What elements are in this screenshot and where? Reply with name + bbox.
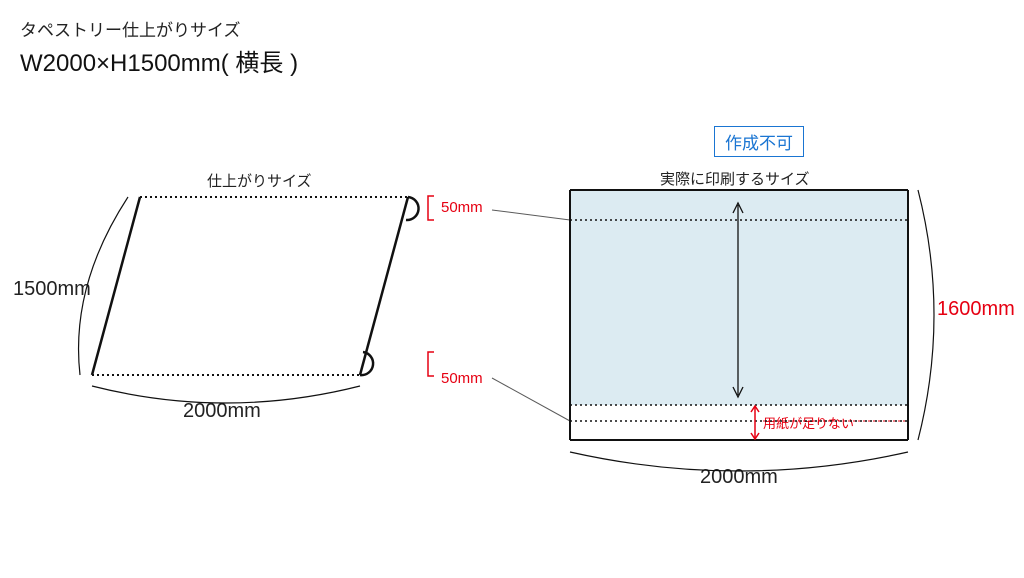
diagram-svg xyxy=(0,0,1024,578)
